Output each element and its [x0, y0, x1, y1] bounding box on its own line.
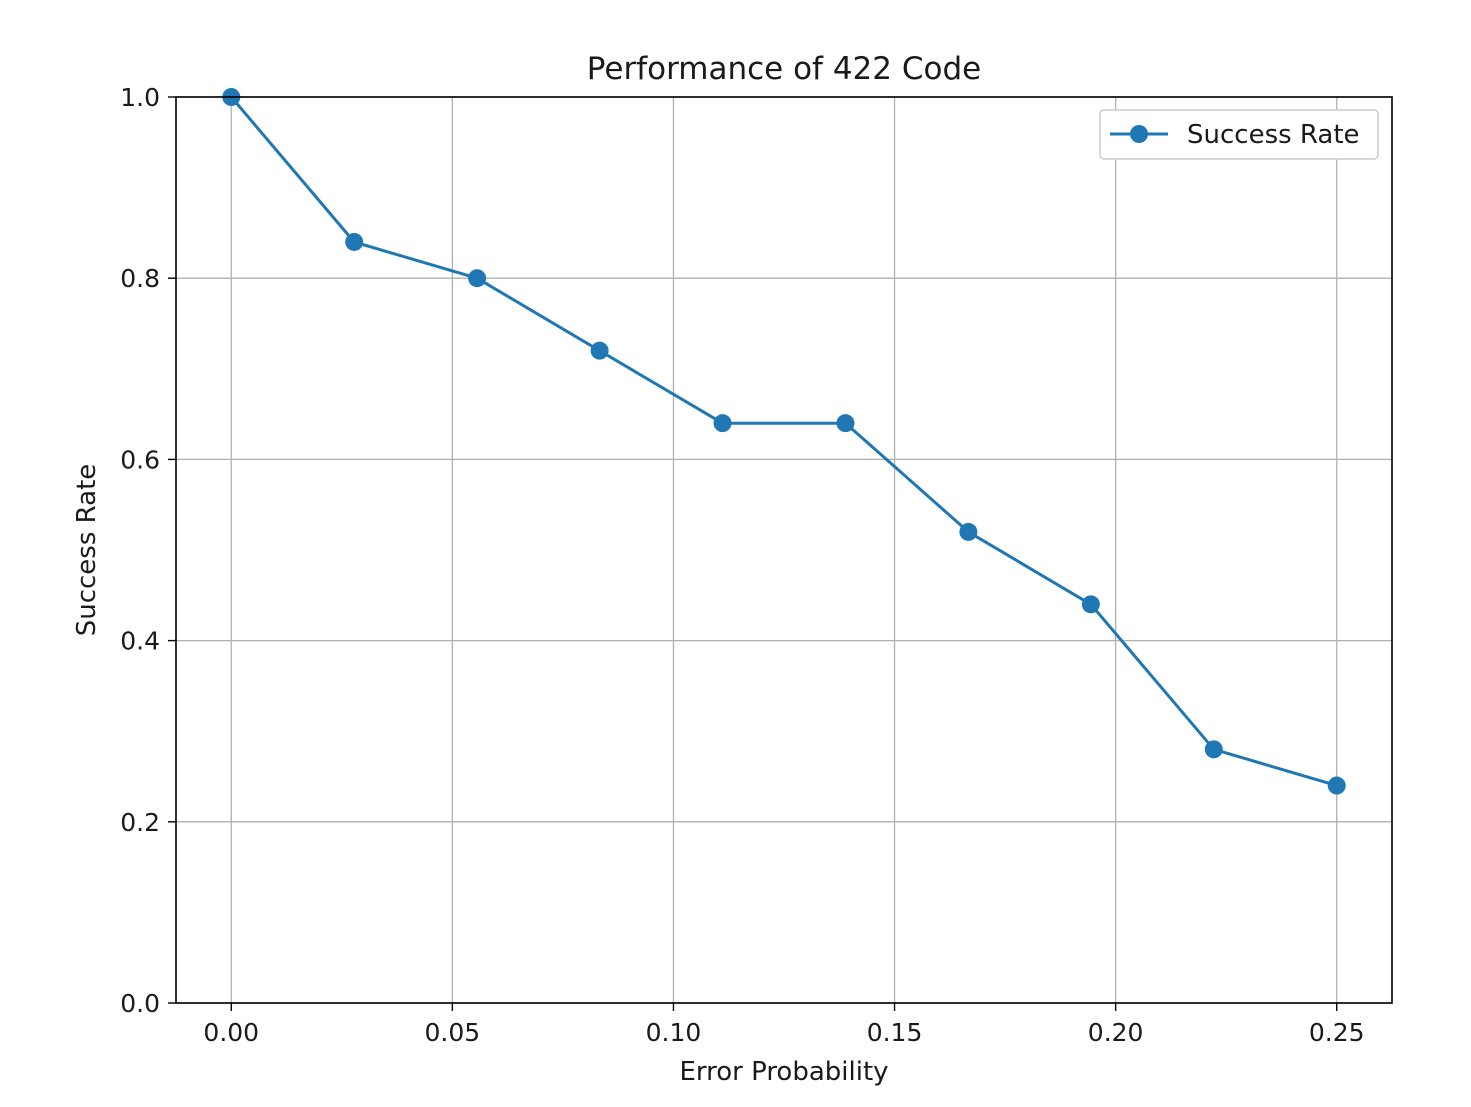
x-tick-label: 0.15: [867, 1018, 923, 1047]
y-tick-label: 1.0: [120, 83, 160, 112]
data-point: [1204, 740, 1223, 759]
grid: [176, 96, 1392, 1004]
legend-label: Success Rate: [1187, 120, 1360, 150]
chart-title: Performance of 422 Code: [587, 51, 981, 87]
data-point: [468, 269, 487, 288]
x-tick-label: 0.20: [1088, 1018, 1144, 1047]
y-axis-label: Success Rate: [72, 464, 102, 637]
series-layer: [222, 88, 1346, 795]
plot-frame: [175, 96, 1393, 1004]
x-axis-label: Error Probability: [679, 1057, 888, 1087]
axis-ticks: 0.00 0.05 0.10 0.15 0.20 0.25 0.0 0.2 0.4 0.6 0.8 1…: [120, 83, 1364, 1047]
y-tick-label: 0.8: [120, 264, 160, 293]
data-point: [713, 414, 732, 433]
data-point: [1081, 595, 1100, 614]
data-point: [345, 232, 364, 251]
data-point: [836, 414, 855, 433]
x-tick-label: 0.05: [425, 1018, 481, 1047]
x-tick-label: 0.00: [203, 1018, 259, 1047]
y-tick-label: 0.0: [120, 989, 160, 1018]
data-point: [959, 522, 978, 541]
x-tick-label: 0.10: [646, 1018, 702, 1047]
data-point: [1327, 776, 1346, 795]
y-tick-label: 0.4: [120, 627, 160, 656]
legend-marker-swatch: [1130, 125, 1148, 143]
y-tick-label: 0.6: [120, 445, 160, 474]
legend: Success Rate: [1099, 109, 1379, 160]
x-tick-label: 0.25: [1309, 1018, 1365, 1047]
y-tick-label: 0.2: [120, 808, 160, 837]
series-line: [230, 96, 1338, 788]
legend-box: [1099, 109, 1379, 160]
data-point: [590, 341, 609, 360]
